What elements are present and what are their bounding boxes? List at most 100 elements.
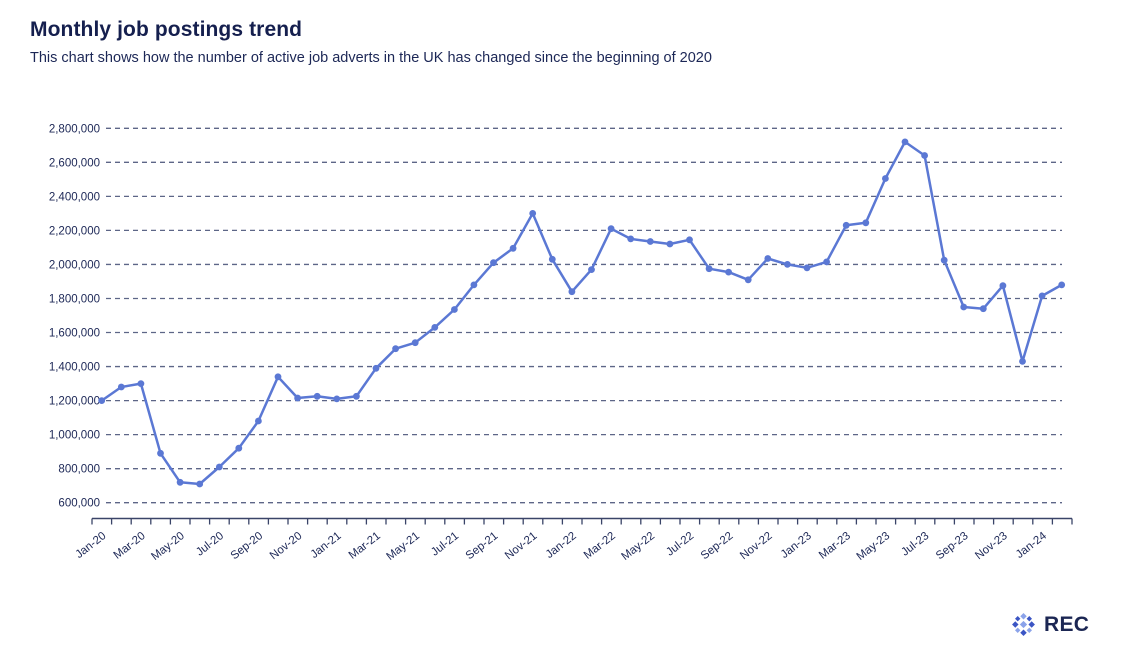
data-point-marker[interactable]: Nov-21: 2,300,000 — [529, 210, 537, 217]
data-point-marker[interactable]: Jul-21: 1,735,000 — [451, 306, 458, 313]
data-point-marker[interactable]: May-22: 2,135,000 — [646, 238, 654, 245]
line-chart-canvas: 600,000 800,000 1,000,000 1,200,000 1,400,00… — [49, 123, 1073, 563]
data-point-marker[interactable]: Aug-20: 920,000 — [235, 444, 243, 452]
x-axis-tick-label: Jan-22 — [544, 530, 579, 561]
data-point-marker[interactable]: Sep-22: 1,955,000 — [725, 268, 732, 276]
x-axis-tick-label: Jul-23 — [899, 530, 931, 559]
data-point-marker[interactable]: Jun-20: 710,000 — [196, 480, 204, 488]
data-point-marker[interactable]: Jan-22: 1,840,000 — [568, 288, 576, 296]
x-axis-tick-label: Jul-20 — [194, 530, 226, 559]
logo-pixel — [1028, 621, 1035, 628]
data-point-marker[interactable]: Feb-24: 1,880,000 — [1058, 281, 1066, 289]
x-axis-tick-label: Mar-22 — [582, 530, 618, 562]
x-axis-tick-label: Nov-20 — [268, 530, 305, 562]
data-point-marker[interactable]: Feb-22: 1,970,000 — [588, 266, 595, 273]
x-axis-tick-label: Sep-20 — [229, 530, 266, 562]
data-point-marker[interactable]: Aug-23: 2,025,000 — [940, 256, 948, 264]
y-axis-tick-label: 2,000,000 — [49, 259, 100, 271]
logo-pixel-center — [1019, 620, 1028, 629]
data-point-marker[interactable]: Apr-22: 2,150,000 — [627, 235, 635, 243]
data-point-marker[interactable]: Jun-23: 2,720,000 — [901, 138, 909, 146]
y-axis-tick-label: 1,000,000 — [49, 430, 100, 442]
data-point-marker[interactable]: Jan-24: 1,815,000 — [1038, 292, 1046, 300]
x-axis-tick-label: Nov-21 — [503, 530, 540, 562]
line-chart: 600,000 800,000 1,000,000 1,200,000 1,400,00… — [0, 112, 1136, 582]
x-axis-tick-label: May-22 — [620, 530, 658, 563]
data-point-marker[interactable]: Apr-23: 2,245,000 — [862, 219, 870, 227]
rec-logo-text: REC — [1044, 612, 1090, 636]
data-point-marker[interactable]: Jan-23: 1,980,000 — [803, 264, 811, 272]
x-axis-tick-label: Mar-21 — [347, 530, 383, 562]
chart-subtitle: This chart shows how the number of activ… — [30, 50, 712, 66]
data-point-marker[interactable]: May-23: 2,505,000 — [882, 175, 889, 182]
data-point-marker[interactable]: Sep-23: 1,750,000 — [960, 303, 968, 311]
data-point-marker[interactable]: Dec-23: 1,430,000 — [1019, 358, 1026, 365]
data-point-marker[interactable]: Oct-23: 1,740,000 — [979, 305, 987, 313]
logo-pixel — [1020, 629, 1027, 636]
data-point-marker[interactable]: Mar-23: 2,230,000 — [842, 221, 850, 229]
data-point-marker[interactable]: Mar-21: 1,390,000 — [372, 364, 380, 372]
data-point-marker[interactable]: Jan-21: 1,210,000 — [333, 395, 341, 403]
x-axis-tick-label: Mar-23 — [817, 530, 853, 562]
chart-header: Monthly job postings trend This chart sh… — [30, 18, 1110, 66]
y-axis-tick-label: 2,800,000 — [49, 123, 100, 135]
rec-logo-icon — [1012, 613, 1035, 636]
data-point-marker[interactable]: Nov-22: 2,035,000 — [764, 255, 772, 262]
data-point-marker[interactable]: Oct-22: 1,910,000 — [744, 276, 752, 284]
x-axis-tick-label: Nov-23 — [973, 530, 1010, 562]
data-point-marker[interactable]: Jan-20: 1,200,000 — [98, 397, 106, 404]
data-point-marker[interactable]: Mar-22: 2,210,000 — [607, 225, 615, 233]
data-point-marker[interactable]: Feb-21: 1,225,000 — [353, 392, 360, 400]
logo-pixel — [1015, 616, 1021, 622]
y-axis-tick-label: 1,200,000 — [49, 396, 100, 408]
data-point-marker[interactable]: May-20: 720,000 — [176, 478, 184, 486]
data-point-marker[interactable]: Feb-23: 2,015,000 — [823, 258, 830, 266]
data-point-marker[interactable]: Dec-22: 2,000,000 — [784, 261, 791, 268]
data-point-marker[interactable]: May-21: 1,540,000 — [411, 339, 419, 347]
data-point-marker[interactable]: Oct-20: 1,340,000 — [274, 373, 282, 381]
logo-pixel — [1020, 613, 1027, 620]
y-axis-tick-label: 2,200,000 — [49, 225, 100, 237]
data-point-marker[interactable]: Jul-20: 810,000 — [215, 463, 223, 471]
x-axis-tick-label: Sep-21 — [464, 530, 501, 562]
data-point-marker[interactable]: Oct-21: 2,095,000 — [509, 244, 517, 252]
x-axis-tick-label: Jul-22 — [664, 530, 696, 559]
data-point-marker[interactable]: Sep-20: 1,080,000 — [255, 417, 262, 425]
data-point-marker[interactable]: Aug-22: 1,975,000 — [705, 265, 713, 273]
logo-pixel — [1026, 627, 1032, 633]
y-axis-tick-label: 1,800,000 — [49, 293, 100, 305]
x-axis-tick-label: Jul-21 — [429, 530, 461, 559]
y-axis-tick-label: 600,000 — [58, 498, 100, 510]
y-axis-tick-label: 2,600,000 — [49, 157, 100, 169]
x-axis-tick-label: Jan-23 — [779, 530, 814, 561]
x-axis-tick-label: May-21 — [384, 530, 422, 563]
data-point-marker[interactable]: Aug-21: 1,880,000 — [470, 281, 478, 289]
data-point-marker[interactable]: Dec-21: 2,030,000 — [548, 255, 556, 263]
data-point-marker[interactable]: Feb-20: 1,280,000 — [117, 383, 125, 391]
page-title: Monthly job postings trend — [30, 18, 303, 41]
y-axis-tick-label: 1,400,000 — [49, 362, 100, 374]
x-axis-tick-label: May-23 — [855, 530, 893, 563]
logo-pixel — [1012, 621, 1019, 628]
y-axis-tick-label: 800,000 — [58, 464, 100, 476]
data-point-marker[interactable]: Dec-20: 1,225,000 — [313, 392, 321, 400]
data-point-marker[interactable]: Jun-21: 1,630,000 — [431, 324, 439, 331]
y-axis-tick-label: 2,400,000 — [49, 191, 100, 203]
data-point-marker[interactable]: Jul-22: 2,145,000 — [686, 236, 693, 244]
x-axis-tick-label: May-20 — [149, 530, 187, 563]
data-point-marker[interactable]: Jul-23: 2,640,000 — [921, 152, 928, 159]
data-point-marker[interactable]: Apr-21: 1,505,000 — [392, 345, 399, 353]
x-axis-tick-label: Sep-22 — [699, 530, 736, 562]
data-point-marker[interactable]: Nov-20: 1,215,000 — [294, 394, 301, 402]
data-point-marker[interactable]: Sep-21: 2,010,000 — [490, 259, 497, 267]
trend-line — [100, 140, 1063, 486]
x-axis-tick-label: Jan-20 — [73, 530, 108, 561]
data-point-marker[interactable]: Nov-23: 1,875,000 — [999, 282, 1007, 290]
data-point-marker[interactable]: Jun-22: 2,120,000 — [666, 240, 674, 248]
y-axis-tick-label: 1,600,000 — [49, 328, 100, 340]
data-point-marker[interactable]: Mar-20: 1,300,000 — [137, 380, 145, 387]
rec-logo: REC — [1010, 611, 1089, 638]
logo-pixel — [1026, 616, 1032, 622]
data-point-marker[interactable]: Apr-20: 890,000 — [157, 449, 164, 457]
x-axis-tick-label: Nov-22 — [738, 530, 775, 562]
